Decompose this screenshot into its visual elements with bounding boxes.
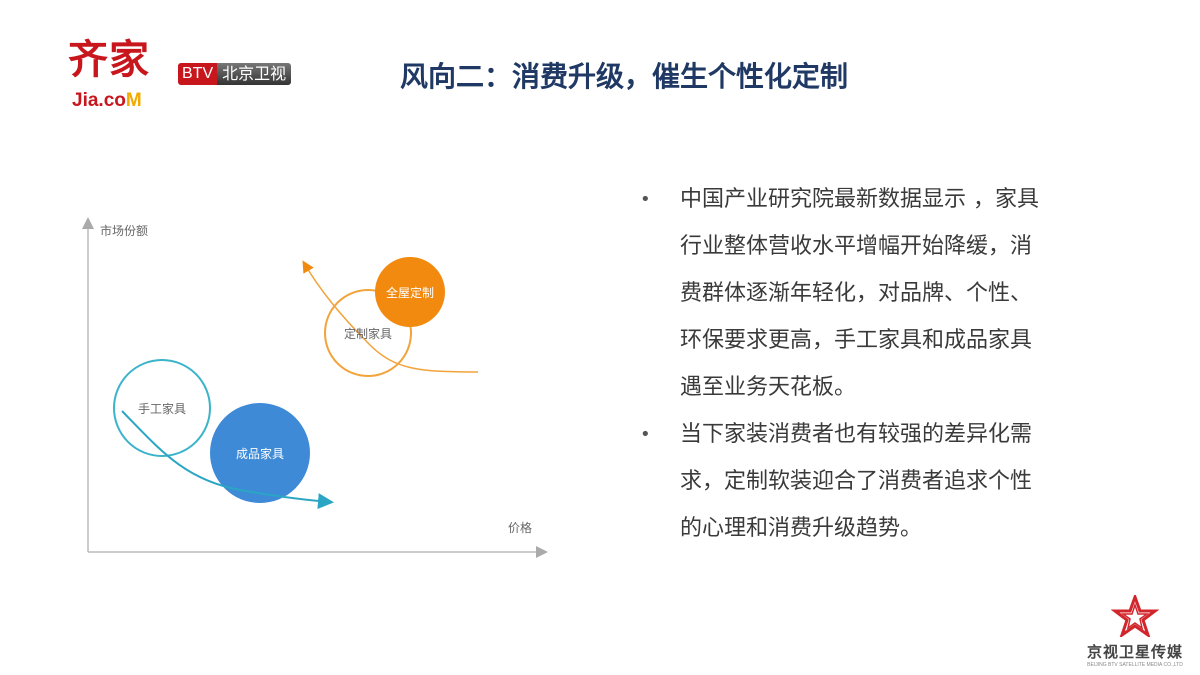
node-circle-finished-furniture bbox=[210, 403, 310, 503]
bullet-line: 当下家装消费者也有较强的差异化需 bbox=[680, 422, 1033, 447]
blue-trend-arrow bbox=[121, 410, 334, 510]
bullet-dot: • bbox=[640, 189, 651, 210]
bullet-line: 费群体逐渐年轻化，对品牌、个性、 bbox=[680, 281, 1033, 306]
bullet-line: 环保要求更高，手工家具和成品家具 bbox=[680, 328, 1033, 353]
node-label-whole-house-custom: 全屋定制 bbox=[386, 285, 434, 300]
bullet-line: 遇至业务天花板。 bbox=[680, 375, 857, 400]
btv-name: 北京卫视 bbox=[217, 63, 292, 85]
bullet-line: 行业整体营收水平增幅开始降缓，消 bbox=[680, 234, 1033, 259]
jia-com-logo: Jia.coM bbox=[72, 90, 142, 112]
btv-badge: BTV bbox=[178, 63, 218, 85]
star-icon bbox=[1110, 592, 1160, 639]
bullet-list: • 中国产业研究院最新数据显示 ，家具 行业整体营收水平增幅开始降缓，消 费群体… bbox=[640, 176, 1140, 552]
node-circle-handmade-furniture bbox=[113, 359, 211, 457]
x-axis-label: 价格 bbox=[508, 520, 532, 535]
logo-domain-prefix: Jia.co bbox=[72, 90, 126, 111]
logo-domain-suffix: M bbox=[125, 90, 142, 111]
node-circle-custom-furniture bbox=[324, 289, 412, 377]
node-label-finished-furniture: 成品家具 bbox=[236, 446, 284, 461]
bullet-line: 的心理和消费升级趋势。 bbox=[680, 516, 923, 541]
footer-logo: 京视卫星传媒 BEIJING BTV SATELLITE MEDIA CO.,L… bbox=[1075, 592, 1195, 668]
slide-title: 风向二：消费升级，催生个性化定制 bbox=[400, 60, 849, 93]
node-circle-whole-house-custom bbox=[375, 257, 445, 327]
bullet-dot: • bbox=[640, 424, 651, 445]
bullet-item: • 中国产业研究院最新数据显示 ，家具 行业整体营收水平增幅开始降缓，消 费群体… bbox=[640, 176, 1140, 411]
bullet-line: 求，定制软装迎合了消费者追求个性 bbox=[680, 469, 1033, 494]
node-label-custom-furniture: 定制家具 bbox=[344, 326, 392, 341]
y-axis-label: 市场份额 bbox=[100, 223, 148, 238]
orange-trend-arrow bbox=[302, 260, 479, 373]
footer-company-name: 京视卫星传媒 bbox=[1086, 643, 1183, 661]
bullet-item: • 当下家装消费者也有较强的差异化需 求，定制软装迎合了消费者追求个性 的心理和… bbox=[640, 411, 1140, 552]
market-diagram: 市场份额 价格 全屋定制 定制家具 手工家具 成品家具 bbox=[82, 217, 548, 558]
btv-logo: BTV 北京卫视 bbox=[178, 63, 292, 85]
node-label-handmade-furniture: 手工家具 bbox=[138, 401, 186, 416]
bullet-line: 中国产业研究院最新数据显示 ，家具 bbox=[680, 187, 1039, 212]
footer-company-subtitle: BEIJING BTV SATELLITE MEDIA CO.,LTD bbox=[1087, 662, 1183, 668]
qijia-logo: 齐家 bbox=[68, 37, 150, 83]
